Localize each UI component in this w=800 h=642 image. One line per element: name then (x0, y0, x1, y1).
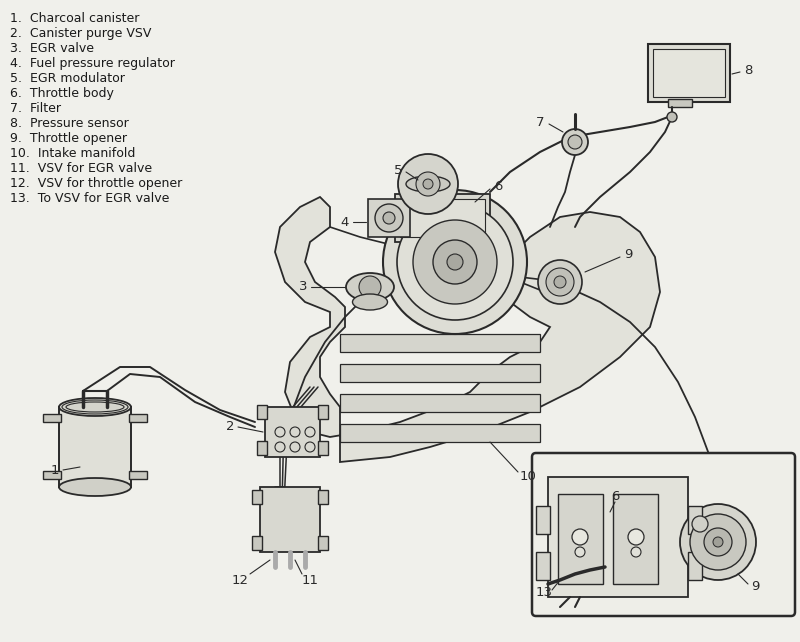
Ellipse shape (59, 478, 131, 496)
Text: 3: 3 (298, 281, 307, 293)
Ellipse shape (406, 176, 450, 192)
Bar (340, 364, 540, 382)
Circle shape (383, 190, 527, 334)
Bar (340, 334, 540, 352)
Bar (536, 506, 550, 534)
Bar (368, 199, 410, 237)
Text: 5.  EGR modulator: 5. EGR modulator (10, 72, 125, 85)
Text: 9: 9 (751, 580, 759, 593)
Bar (688, 552, 702, 580)
Bar (318, 536, 328, 550)
Text: 4: 4 (341, 216, 349, 229)
Circle shape (692, 516, 708, 532)
Bar (340, 424, 540, 442)
Circle shape (713, 537, 723, 547)
Circle shape (631, 547, 641, 557)
Circle shape (562, 129, 588, 155)
Text: 11.  VSV for EGR valve: 11. VSV for EGR valve (10, 162, 152, 175)
Circle shape (397, 204, 513, 320)
Circle shape (680, 504, 756, 580)
Text: 10.  Intake manifold: 10. Intake manifold (10, 147, 135, 160)
Circle shape (416, 172, 440, 196)
Bar (318, 441, 328, 455)
Text: 11: 11 (302, 573, 318, 587)
Circle shape (447, 254, 463, 270)
Circle shape (546, 268, 574, 296)
Text: 2: 2 (226, 421, 234, 433)
Bar (260, 487, 320, 552)
Text: 10: 10 (519, 471, 537, 483)
Bar (318, 405, 328, 419)
Text: 13.  To VSV for EGR valve: 13. To VSV for EGR valve (10, 192, 170, 205)
Ellipse shape (62, 400, 128, 414)
Text: 12: 12 (231, 573, 249, 587)
Bar (257, 405, 267, 419)
Bar (265, 407, 320, 457)
Circle shape (538, 260, 582, 304)
Text: 8.  Pressure sensor: 8. Pressure sensor (10, 117, 129, 130)
Text: 7.  Filter: 7. Filter (10, 102, 61, 115)
Circle shape (554, 276, 566, 288)
Text: 8: 8 (744, 64, 752, 76)
Text: 12.  VSV for throttle opener: 12. VSV for throttle opener (10, 177, 182, 190)
Circle shape (568, 135, 582, 149)
Text: 4.  Fuel pressure regulator: 4. Fuel pressure regulator (10, 57, 175, 70)
Bar (129, 471, 147, 479)
Bar (536, 552, 550, 580)
Circle shape (359, 276, 381, 298)
Text: 2.  Canister purge VSV: 2. Canister purge VSV (10, 27, 151, 40)
Bar (548, 477, 688, 597)
Circle shape (423, 179, 433, 189)
Bar (653, 49, 725, 97)
Text: 13: 13 (535, 586, 553, 598)
Bar (318, 490, 328, 504)
Circle shape (575, 547, 585, 557)
Text: 1: 1 (50, 464, 59, 476)
Ellipse shape (59, 398, 131, 416)
Bar (257, 441, 267, 455)
Bar (129, 414, 147, 422)
Bar (613, 494, 658, 584)
Circle shape (704, 528, 732, 556)
Bar (668, 99, 692, 107)
Bar (43, 471, 61, 479)
Circle shape (375, 204, 403, 232)
FancyBboxPatch shape (532, 453, 795, 616)
Polygon shape (275, 197, 660, 462)
Text: 9: 9 (624, 248, 632, 261)
Bar (340, 394, 540, 412)
Text: 1.  Charcoal canister: 1. Charcoal canister (10, 12, 139, 25)
Text: 5: 5 (394, 164, 402, 177)
Bar (252, 490, 262, 504)
Bar (688, 506, 702, 534)
Bar (43, 414, 61, 422)
Circle shape (413, 220, 497, 304)
Bar (558, 494, 603, 584)
Circle shape (572, 529, 588, 545)
Text: 9.  Throttle opener: 9. Throttle opener (10, 132, 127, 145)
Text: 6: 6 (611, 490, 619, 503)
Circle shape (383, 212, 395, 224)
Circle shape (628, 529, 644, 545)
Bar (59, 407, 131, 487)
Text: 7: 7 (536, 116, 544, 128)
Bar (395, 194, 490, 242)
Ellipse shape (346, 273, 394, 301)
Text: 6.  Throttle body: 6. Throttle body (10, 87, 114, 100)
Bar (252, 536, 262, 550)
Circle shape (398, 154, 458, 214)
Text: 3.  EGR valve: 3. EGR valve (10, 42, 94, 55)
Circle shape (667, 112, 677, 122)
Circle shape (433, 240, 477, 284)
Bar (400, 199, 485, 237)
Ellipse shape (353, 294, 387, 310)
Circle shape (690, 514, 746, 570)
Bar (648, 44, 730, 102)
Text: 6: 6 (494, 180, 502, 193)
